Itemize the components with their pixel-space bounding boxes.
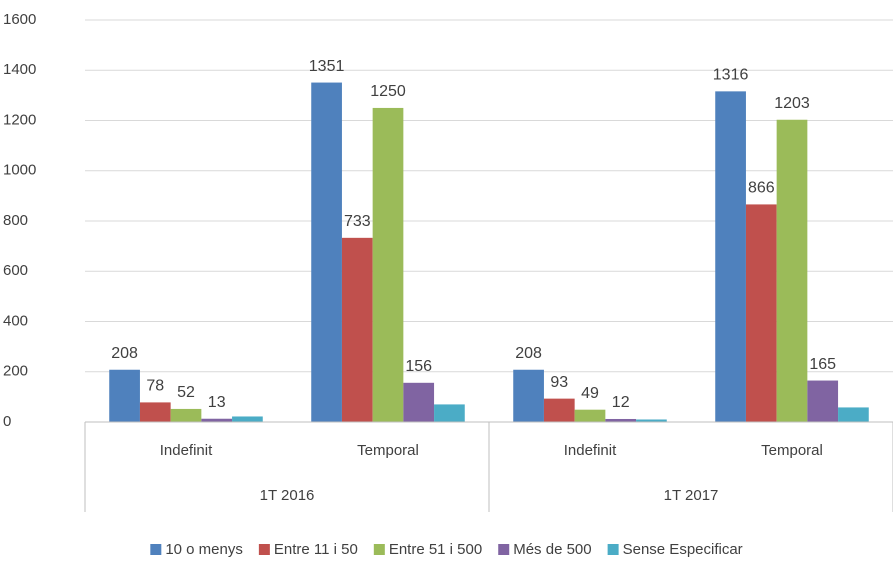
bar xyxy=(372,107,404,422)
y-tick-label: 400 xyxy=(3,312,28,329)
y-tick-label: 1600 xyxy=(3,11,36,28)
bar xyxy=(776,119,808,422)
data-label: 93 xyxy=(550,374,568,391)
bar xyxy=(311,82,342,422)
y-tick-label: 800 xyxy=(3,212,28,229)
data-label: 866 xyxy=(748,180,775,197)
y-tick-label: 0 xyxy=(3,413,11,430)
legend-swatch xyxy=(607,544,619,555)
bar xyxy=(543,398,575,422)
data-label: 49 xyxy=(581,385,599,402)
bar xyxy=(341,237,373,422)
bar xyxy=(745,204,777,422)
bar xyxy=(434,404,465,422)
y-tick-label: 200 xyxy=(3,363,28,380)
legend-label: Més de 500 xyxy=(513,541,591,558)
legend-label: Sense Especificar xyxy=(623,541,743,558)
x-tick-label: Temporal xyxy=(357,442,419,459)
y-tick-label: 1400 xyxy=(3,61,36,78)
bar xyxy=(513,369,544,422)
legend-label: Entre 11 i 50 xyxy=(274,541,358,558)
bar xyxy=(715,91,746,422)
data-label: 1250 xyxy=(370,83,406,100)
bar xyxy=(139,402,171,422)
legend-label: Entre 51 i 500 xyxy=(389,541,482,558)
legend-swatch xyxy=(150,544,162,555)
legend-swatch xyxy=(498,544,510,555)
data-label: 1351 xyxy=(309,58,345,75)
x-tick-label: Indefinit xyxy=(160,442,213,459)
data-label: 78 xyxy=(146,378,164,395)
bar xyxy=(838,407,869,422)
bar xyxy=(403,382,435,422)
bar xyxy=(807,380,839,422)
x-tick-label: Indefinit xyxy=(564,442,617,459)
data-label: 733 xyxy=(344,213,371,230)
y-tick-label: 1200 xyxy=(3,111,36,128)
bar xyxy=(636,419,667,422)
bar xyxy=(232,416,263,422)
legend-swatch xyxy=(373,544,385,555)
data-label: 1316 xyxy=(713,67,749,84)
data-label: 208 xyxy=(111,345,138,362)
data-label: 52 xyxy=(177,384,195,401)
y-tick-label: 600 xyxy=(3,262,28,279)
group-label: 1T 2016 xyxy=(260,487,315,504)
data-label: 12 xyxy=(612,394,630,411)
bar xyxy=(574,409,606,422)
data-label: 156 xyxy=(405,358,432,375)
bar xyxy=(605,418,637,422)
data-label: 13 xyxy=(208,394,226,411)
legend-label: 10 o menys xyxy=(165,541,243,558)
bar xyxy=(109,369,140,422)
bar xyxy=(170,408,202,422)
group-label: 1T 2017 xyxy=(664,487,719,504)
data-label: 1203 xyxy=(774,95,810,112)
y-tick-label: 1000 xyxy=(3,162,36,179)
x-tick-label: Temporal xyxy=(761,442,823,459)
data-label: 208 xyxy=(515,345,542,362)
data-label: 165 xyxy=(809,356,836,373)
legend-swatch xyxy=(258,544,270,555)
bar xyxy=(201,418,233,422)
